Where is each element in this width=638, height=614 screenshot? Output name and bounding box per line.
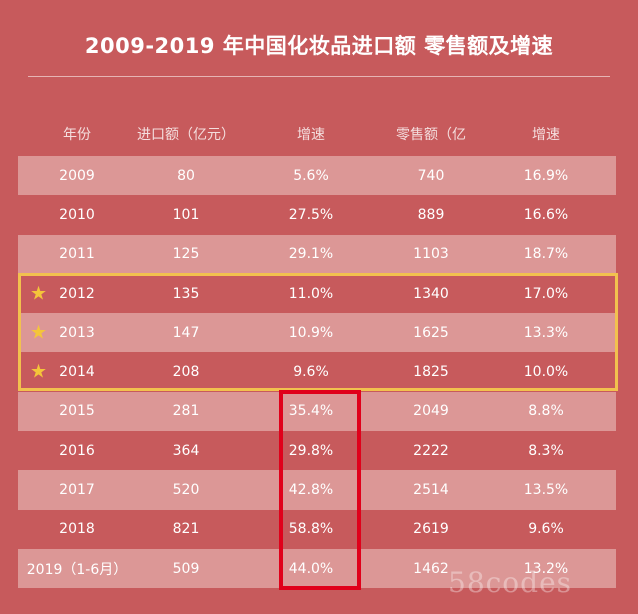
cell-year: 2018	[59, 521, 95, 538]
table-row: 2010 101 27.5% 889 16.6%	[18, 195, 616, 234]
table-row: 2015 281 35.4% 2049 8.8%	[18, 391, 616, 432]
star-icon: ★	[30, 360, 48, 383]
star-icon: ★	[30, 321, 48, 344]
cell-import-growth: 44.0%	[288, 560, 334, 577]
title-divider	[28, 76, 610, 77]
cell-year-text: 2014	[59, 364, 95, 381]
header-import: 进口额（亿元）	[137, 127, 235, 143]
cell-import: 135	[172, 285, 200, 302]
cell-import: 281	[172, 403, 200, 420]
table-row: 2016 364 29.8% 2222 8.3%	[18, 431, 616, 470]
cell-year: 2017	[59, 482, 95, 499]
header-year: 年份	[63, 127, 91, 143]
cell-import: 520	[172, 482, 200, 499]
cell-retail: 2049	[413, 403, 449, 420]
star-icon: ★	[30, 282, 48, 305]
header-retail: 零售额（亿元）	[396, 127, 466, 181]
cell-retail: 1462	[413, 560, 449, 577]
cell-retail-growth: 13.3%	[523, 324, 569, 341]
table-row: ★ 2014 208 9.6% 1825 10.0%	[18, 352, 616, 391]
cell-import: 80	[177, 167, 195, 184]
table-row: 2009 80 5.6% 740 16.9%	[18, 156, 616, 196]
cell-import-growth: 35.4%	[288, 403, 334, 420]
cell-year: ★ 2013	[18, 321, 136, 344]
cell-retail-growth: 17.0%	[523, 285, 569, 302]
cell-year-text: 2012	[59, 285, 95, 302]
cell-retail-growth: 9.6%	[528, 521, 564, 538]
cell-year: 2010	[59, 206, 95, 223]
table-row: 2018 821 58.8% 2619 9.6%	[18, 510, 616, 549]
cell-import: 101	[172, 206, 200, 223]
cell-retail-growth: 10.0%	[523, 364, 569, 381]
cell-year: 2015	[59, 403, 95, 420]
cell-retail-growth: 16.6%	[523, 206, 569, 223]
cell-import-growth: 29.1%	[288, 246, 334, 263]
cell-year: 2009	[59, 167, 95, 184]
page-title: 2009-2019 年中国化妆品进口额 零售额及增速	[84, 34, 554, 58]
cell-import: 208	[172, 364, 200, 381]
cell-import-growth: 5.6%	[293, 167, 329, 184]
table-row: ★ 2012 135 11.0% 1340 17.0%	[18, 274, 616, 313]
cell-import-growth: 9.6%	[293, 364, 329, 381]
cell-year: ★ 2014	[18, 360, 136, 383]
cell-retail-growth: 8.3%	[528, 442, 564, 459]
cell-import: 509	[172, 560, 200, 577]
cell-retail: 1340	[413, 285, 449, 302]
cell-import-growth: 27.5%	[288, 206, 334, 223]
watermark: 58codes	[448, 566, 573, 599]
cell-import: 147	[172, 324, 200, 341]
cell-retail-growth: 8.8%	[528, 403, 564, 420]
cell-import: 821	[172, 521, 200, 538]
cell-retail: 1625	[413, 324, 449, 341]
cell-year-text: 2013	[59, 324, 95, 341]
table-row: 2017 520 42.8% 2514 13.5%	[18, 470, 616, 510]
cell-retail: 2619	[413, 521, 449, 538]
table-row: 2011 125 29.1% 1103 18.7%	[18, 234, 616, 274]
cell-import: 364	[172, 442, 200, 459]
table-body: 2009 80 5.6% 740 16.9% 2010 101 27.5% 889 16.6% 20…	[18, 156, 616, 589]
cell-retail: 2222	[413, 442, 449, 459]
cell-retail: 889	[417, 206, 445, 223]
header-import-growth: 增速	[297, 127, 325, 143]
cell-retail-growth: 13.2%	[523, 560, 569, 577]
cell-retail: 1825	[413, 364, 449, 381]
cell-year: 2016	[59, 442, 95, 459]
cell-import-growth: 11.0%	[288, 285, 334, 302]
cell-retail-growth: 16.9%	[523, 167, 569, 184]
cell-import: 125	[172, 246, 200, 263]
table-row: ★ 2013 147 10.9% 1625 13.3%	[18, 313, 616, 353]
header-retail-growth: 增速	[532, 127, 560, 143]
cell-import-growth: 42.8%	[288, 482, 334, 499]
cell-import-growth: 58.8%	[288, 521, 334, 538]
cell-year: 2011	[59, 246, 95, 263]
table-header: 年份 进口额（亿元） 增速 零售额（亿元） 增速	[18, 116, 616, 181]
cell-year: 2019（1-6月）	[26, 561, 128, 578]
cell-retail-growth: 18.7%	[523, 246, 569, 263]
cell-retail-growth: 13.5%	[523, 482, 569, 499]
cell-retail: 2514	[413, 482, 449, 499]
cell-import-growth: 10.9%	[288, 324, 334, 341]
cell-year: ★ 2012	[18, 282, 136, 305]
cell-retail: 1103	[413, 246, 449, 263]
cell-retail: 740	[417, 167, 445, 184]
table-row: 2019（1-6月） 509 44.0% 1462 13.2%	[18, 548, 616, 589]
cell-import-growth: 29.8%	[288, 442, 334, 459]
